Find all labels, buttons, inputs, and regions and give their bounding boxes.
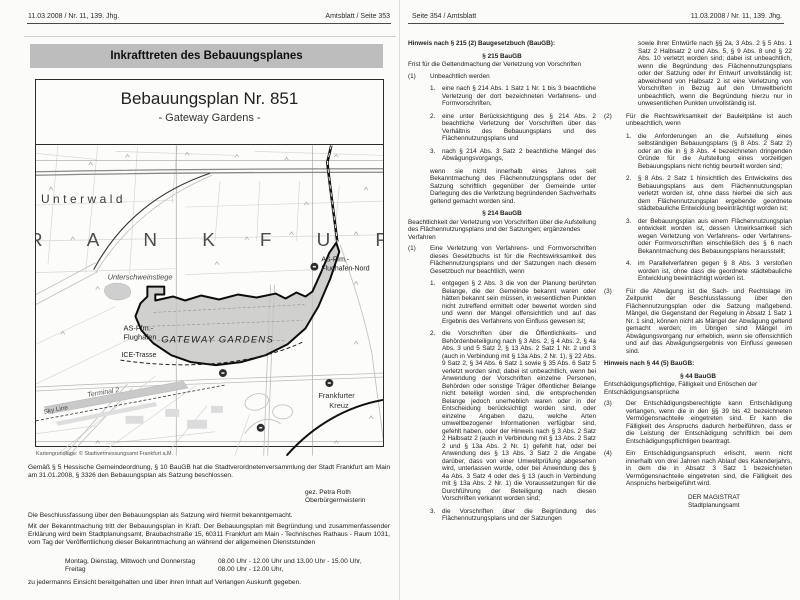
page-divider — [399, 0, 400, 600]
map-caption: Kartengrundlage: © Stadtvermessungsamt F… — [36, 451, 174, 457]
left-header-date: 11.03.2008 / Nr. 11, 139. Jhg. — [28, 13, 120, 20]
map-subtitle: - Gateway Gardens - — [158, 112, 261, 124]
map-terminal-buildings — [43, 380, 223, 429]
item-marker: 2. — [626, 175, 632, 182]
item-marker: 2. — [430, 330, 436, 337]
magistrat-signature: DER MAGISTRAT Stadtplanungsamt — [688, 494, 792, 510]
legal-list-item: 3. der Bebauungsplan aus einem Flächennut… — [626, 217, 792, 255]
plan-area-polygon — [134, 241, 341, 367]
label-sky-line: Sky Line — [43, 404, 69, 416]
legal-paragraph: (1) Eine Verletzung von Verfahrens- und F… — [408, 245, 596, 275]
label-terminal-2: Terminal 2 — [87, 387, 120, 399]
legal-list-item: 3. die Vorschriften über die Begründung d… — [430, 507, 596, 523]
inforce-paragraph: Mit der Bekanntmachung tritt der Bebauun… — [28, 523, 390, 546]
item-marker: 1. — [430, 280, 436, 287]
hinweis-215-heading: Hinweis nach § 215 (2) Baugesetzbuch (Ba… — [408, 40, 556, 47]
right-header-rule — [408, 23, 784, 24]
map-vegetation-symbols — [48, 151, 374, 444]
map-access-road — [93, 172, 211, 270]
paragraph-marker: (1) — [408, 245, 416, 252]
page-title: Inkrafttreten des Bebauungsplanes — [30, 44, 383, 68]
label-as-flughafen-1: AS-Ffm.- — [123, 323, 153, 332]
legal-paragraph: Frist für die Geltendmachung der Verletz… — [408, 61, 581, 68]
plan-area-internal-streets — [147, 304, 305, 341]
paragraph-marker: (1) — [408, 72, 416, 80]
item-marker: 3. — [430, 507, 436, 515]
map-skyline-track — [35, 384, 225, 422]
legal-paragraph: (1) Unbeachtlich werden — [408, 72, 490, 80]
map-minor-roads — [35, 174, 384, 456]
label-as-nord-2: Flughafen-Nord — [321, 266, 369, 273]
paragraph-marker: (3) — [604, 287, 612, 295]
closing-paragraph: zu jedermanns Einsicht bereitgehalten un… — [28, 579, 302, 586]
item-marker: 3. — [430, 147, 436, 155]
label-frankfurter-kreuz-1: Frankfurter — [318, 391, 355, 400]
map-junction-markers — [218, 262, 334, 432]
legal-list-item: 1. die Anforderungen an die Aufstellung e… — [626, 132, 792, 170]
right-column-1: Hinweis nach § 215 (2) Baugesetzbuch (Ba… — [408, 40, 596, 528]
legal-paragraph: Entschädigungspflichtige, Fälligkeit und… — [604, 381, 758, 396]
legal-list-item: 1. entgegen § 2 Abs. 3 die von der Planun… — [430, 280, 596, 325]
legal-list-item: 3. nach § 214 Abs. 3 Satz 2 beachtliche M… — [430, 147, 596, 163]
hours-days-2: Freitag — [65, 566, 86, 573]
map-title-box: Bebauungsplan Nr. 851 - Gateway Gardens … — [36, 89, 383, 145]
legal-list-item: 1. eine nach § 214 Abs. 1 Satz 1 Nr. 1 bi… — [430, 85, 596, 107]
hours-time-2: 08.00 Uhr - 12.00 Uhr, — [218, 566, 284, 573]
hours-days-1: Montag, Dienstag, Mittwoch und Donnersta… — [65, 558, 196, 565]
left-header-rule — [27, 23, 391, 24]
map-autobahn — [35, 168, 384, 176]
item-marker: 3. — [626, 217, 632, 225]
plan-map-frame: Bebauungsplan Nr. 851 - Gateway Gardens … — [29, 79, 389, 457]
item-marker: 1. — [430, 85, 436, 92]
map-title: Bebauungsplan Nr. 851 — [120, 89, 299, 108]
right-header-date: 11.03.2008 / Nr. 11, 139. Jhg. — [690, 13, 782, 20]
legal-paragraph: wenn sie nicht innerhalb eines Jahres se… — [430, 167, 596, 205]
heading-215-baugb: § 215 BauGB — [482, 52, 522, 60]
resolution-paragraph: Gemäß § 5 Hessische Gemeindeordnung, § 1… — [28, 464, 390, 479]
label-as-flughafen-2: Flughafen — [123, 332, 156, 341]
hinweis-44-heading: Hinweis nach § 44 (5) BauGB: — [604, 360, 695, 367]
item-marker: 4. — [626, 260, 632, 267]
signature-title: Oberbürgermeisterin — [305, 496, 366, 504]
legal-paragraph: Beachtlichkeit der Verletzung von Vorsch… — [408, 218, 596, 241]
signature-name: gez. Petra Roth — [305, 489, 351, 496]
left-header-page: Amtsblatt / Seite 353 — [325, 13, 390, 20]
legal-list-item: 4. im Parallelverfahren gegen § 8 Abs. 3 … — [626, 260, 792, 282]
left-scan-edge-line — [24, 36, 396, 37]
paragraph-marker: (2) — [604, 112, 612, 120]
legal-list-item: 2. § 8 Abs. 2 Satz 1 hinsichtlich des Ent… — [626, 175, 792, 212]
label-frankfurt: R A N K F U R — [36, 230, 383, 251]
legal-paragraph: (2) Für die Rechtswirksamkeit der Bauleit… — [604, 112, 792, 128]
paragraph-marker: (4) — [604, 450, 612, 457]
signature-block: gez. Petra Roth Oberbürgermeisterin — [305, 489, 365, 505]
label-as-nord-1: AS-Ffm.- — [321, 257, 349, 264]
legal-list-item: 2. eine unter Berücksichtigung des § 214 … — [430, 112, 596, 143]
right-header-page: Seite 354 / Amtsblatt — [412, 13, 477, 20]
magistrat-line: DER MAGISTRAT — [688, 493, 741, 501]
heading-44-baugb: § 44 BauGB — [680, 372, 716, 380]
magistrat-department: Stadtplanungsamt — [688, 501, 740, 509]
item-marker: 2. — [430, 112, 436, 120]
label-gateway-gardens: GATEWAY GARDENS — [161, 334, 274, 345]
label-ice-trasse: ICE-Trasse — [122, 352, 157, 359]
legal-list-item: 2. die Vorschriften über die Öffentlichke… — [430, 330, 596, 502]
site-plan-map: Unterwald R A N K F U R Unterschweinstie… — [29, 145, 389, 457]
paragraph-marker: (3) — [604, 400, 612, 407]
legal-paragraph: (4) Ein Entschädigungsanspruch erlischt, … — [604, 450, 792, 487]
label-unterschweinstiege: Unterschweinstiege — [108, 273, 173, 282]
map-pond — [104, 282, 132, 301]
heading-214-baugb: § 214 BauGB — [482, 210, 522, 217]
legal-paragraph: (3) Für die Abwägung ist die Sach- und Re… — [604, 287, 792, 355]
map-kreuz-arc — [285, 398, 384, 457]
item-marker: 1. — [626, 132, 632, 140]
map-ice-line — [120, 341, 303, 366]
map-railway — [326, 145, 339, 242]
announcement-paragraph: Die Beschlussfassung über den Bebauungsp… — [28, 512, 293, 519]
label-frankfurter-kreuz-2: Kreuz — [329, 401, 349, 410]
hours-time-1: 08.00 Uhr - 12.00 Uhr und 13.00 Uhr - 15… — [218, 558, 362, 565]
legal-paragraph: (3) Der Entschädigungsberechtigte kann En… — [604, 400, 792, 445]
legal-paragraph: sowie ihrer Entwürfe nach §§ 2a, 3 Abs. … — [638, 40, 792, 107]
label-unterwald: Unterwald — [41, 192, 126, 206]
right-column-2: sowie ihrer Entwürfe nach §§ 2a, 3 Abs. … — [604, 40, 792, 510]
